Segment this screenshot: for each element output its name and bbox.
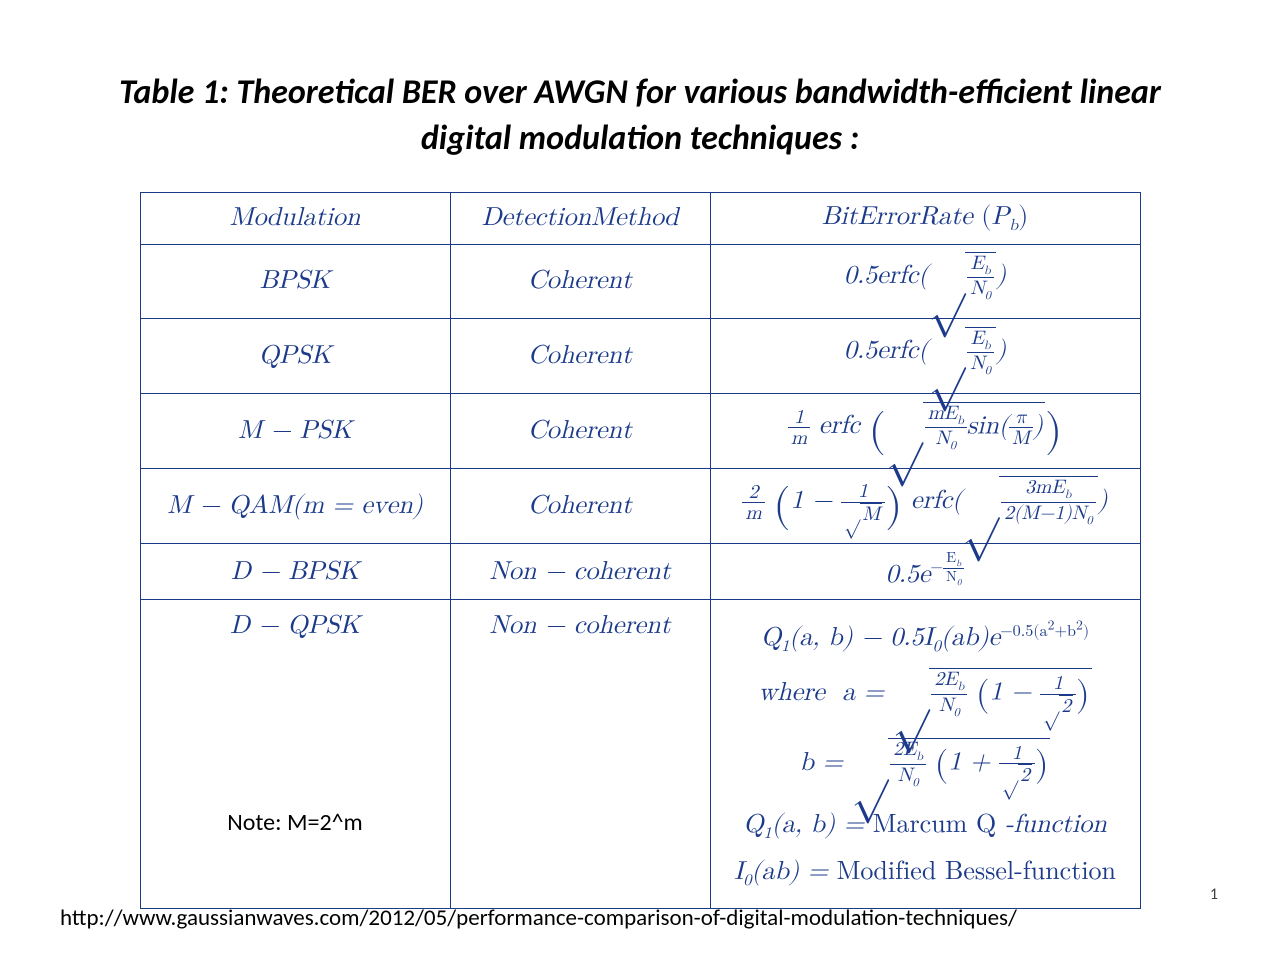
cell-detection: Coherent — [450, 469, 710, 544]
table-header-row: Modulation DetectionMethod BitErrorRate … — [140, 192, 1140, 244]
table-row: QPSK Coherent 0.5erfc(√EbN0) — [140, 319, 1140, 394]
cell-ber-mpsk: 1m erfc (√mEbN0sin(πM)) — [710, 394, 1140, 469]
cell-ber-bpsk: 0.5erfc(√EbN0) — [710, 244, 1140, 319]
cell-detection: Coherent — [450, 394, 710, 469]
cell-ber-dbpsk: 0.5e−EbN0 — [710, 544, 1140, 600]
page-number: 1 — [1210, 885, 1218, 904]
cell-detection: Non − coherent — [450, 600, 710, 909]
slide: Table 1: Theoretical BER over AWGN for v… — [0, 0, 1280, 960]
cell-modulation: QPSK — [140, 319, 450, 394]
cell-ber-mqam: 2m (1 − 1√M) erfc(√3mEb2(M−1)N0) — [710, 469, 1140, 544]
cell-ber-dqpsk: Q1(a, b) − 0.5I0(ab)e−0.5(a2+b2) where a… — [710, 600, 1140, 909]
table-row: BPSK Coherent 0.5erfc(√EbN0) — [140, 244, 1140, 319]
cell-detection: Non − coherent — [450, 544, 710, 600]
table-caption: Table 1: Theoretical BER over AWGN for v… — [100, 70, 1180, 162]
header-ber: BitErrorRate (Pb) — [710, 192, 1140, 244]
table-row: M − PSK Coherent 1m erfc (√mEbN0sin(πM)) — [140, 394, 1140, 469]
ber-table: Modulation DetectionMethod BitErrorRate … — [140, 192, 1141, 910]
modulation-label: D − QPSK — [230, 613, 360, 639]
cell-modulation: M − QAM(m = even) — [140, 469, 450, 544]
footer: http://www.gaussianwaves.com/2012/05/per… — [60, 904, 1220, 932]
cell-detection: Coherent — [450, 319, 710, 394]
cell-modulation: D − BPSK — [140, 544, 450, 600]
table-row: M − QAM(m = even) Coherent 2m (1 − 1√M) … — [140, 469, 1140, 544]
cell-modulation: D − QPSK Note: M=2^m — [140, 600, 450, 909]
cell-detection: Coherent — [450, 244, 710, 319]
header-modulation: Modulation — [140, 192, 450, 244]
header-detection: DetectionMethod — [450, 192, 710, 244]
cell-modulation: BPSK — [140, 244, 450, 319]
table-row: D − BPSK Non − coherent 0.5e−EbN0 — [140, 544, 1140, 600]
source-url: http://www.gaussianwaves.com/2012/05/per… — [60, 904, 1017, 932]
cell-ber-qpsk: 0.5erfc(√EbN0) — [710, 319, 1140, 394]
table-note: Note: M=2^m — [227, 808, 362, 837]
table-row: D − QPSK Note: M=2^m Non − coherent Q1(a… — [140, 600, 1140, 909]
cell-modulation: M − PSK — [140, 394, 450, 469]
